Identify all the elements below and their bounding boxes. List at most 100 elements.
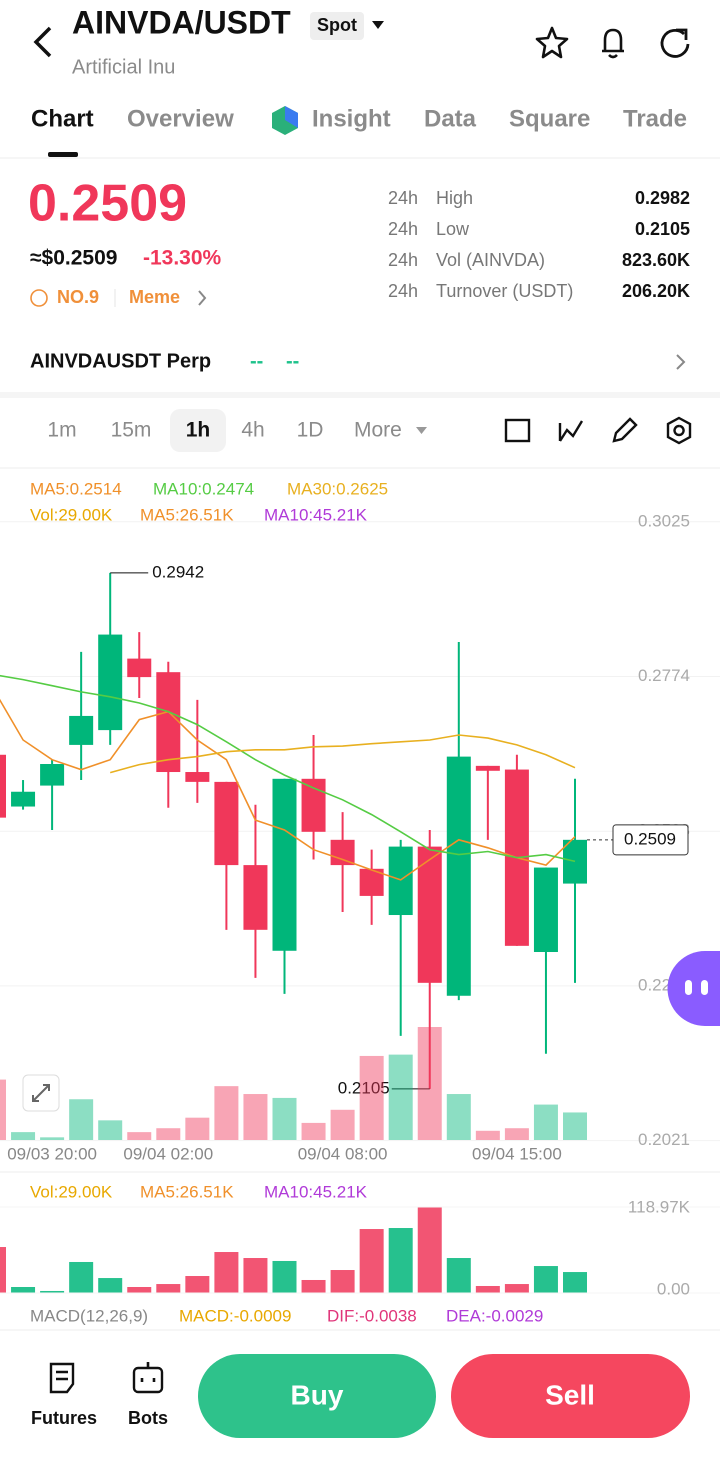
stat-value: 0.2982 [635, 188, 690, 208]
candle-body [301, 778, 326, 832]
tab[interactable]: Square [509, 105, 590, 132]
sell-button[interactable] [451, 1354, 690, 1438]
tool-icon[interactable] [558, 420, 584, 442]
volume-overlay-bar [127, 1132, 152, 1140]
volume-overlay-bar [533, 1104, 558, 1140]
market-badge[interactable] [310, 12, 364, 40]
chevron[interactable] [676, 354, 686, 370]
volume-bar [40, 1290, 65, 1293]
interval[interactable]: More [354, 419, 402, 442]
stat-value: 206.20K [622, 281, 690, 301]
dropdown[interactable] [372, 21, 384, 29]
volume-bar [243, 1258, 268, 1293]
expand-icon [32, 1084, 50, 1102]
change: -13.30% [143, 247, 222, 270]
volume-overlay-bar [69, 1099, 94, 1140]
candle-body [330, 839, 355, 866]
ma-line [109, 734, 576, 774]
dropdown[interactable] [416, 427, 427, 434]
candle-body [11, 791, 36, 807]
volume-bar [272, 1260, 297, 1293]
legend-entry: MA10:45.21K [264, 505, 368, 524]
volume-overlay-bar [243, 1094, 268, 1140]
volume-overlay-bar [11, 1132, 36, 1140]
y-tick-label: 0.2021 [638, 1130, 690, 1149]
dea-value: DEA:-0.0029 [446, 1306, 543, 1325]
macd-params: MACD(12,26,9) [30, 1306, 148, 1325]
volume-bar [475, 1285, 500, 1293]
futures-icon[interactable] [49, 1362, 75, 1394]
volume-bar [446, 1258, 471, 1293]
volume-bar [533, 1266, 558, 1293]
y-tick-label: 0.3025 [638, 511, 690, 530]
tab-indicator [48, 152, 78, 157]
bots-icon-part [140, 1362, 156, 1382]
buy-button[interactable] [198, 1354, 436, 1438]
tool-icon[interactable] [612, 417, 638, 443]
macd-value: MACD:-0.0009 [179, 1306, 291, 1325]
candle-body [156, 672, 181, 773]
favorite[interactable] [535, 26, 569, 59]
nav-label[interactable]: Futures [31, 1408, 97, 1428]
x-tick-label: 09/04 02:00 [123, 1144, 213, 1163]
rank-icon [30, 289, 48, 307]
rank[interactable]: NO.9 [57, 287, 99, 307]
nav-label[interactable]: Bots [128, 1408, 168, 1428]
volume-bar [98, 1278, 123, 1293]
y-tick-label: 118.97K [628, 1197, 691, 1216]
back-button[interactable] [33, 26, 52, 58]
candle-body [127, 658, 152, 678]
tab[interactable]: Overview [127, 105, 234, 132]
assistant-button[interactable] [667, 951, 720, 1026]
legend-entry: Vol:29.00K [30, 1182, 113, 1201]
stats: 24h High 0.2982 24h Low 0.2105 24h Vol (… [388, 188, 690, 301]
interval[interactable]: 15m [111, 419, 152, 442]
volume-overlay-bar [388, 1054, 413, 1140]
chart-tools [504, 416, 692, 445]
interval[interactable]: 1h [186, 419, 211, 442]
tab[interactable]: Chart [31, 105, 94, 132]
y-tick-label: 0.00 [657, 1279, 690, 1298]
tab[interactable]: Data [424, 105, 477, 132]
interval[interactable]: 1D [297, 419, 324, 442]
candle-body [475, 765, 500, 771]
stat-value: 823.60K [622, 250, 690, 270]
volume-overlay-bar [446, 1094, 471, 1140]
alert[interactable] [602, 28, 624, 59]
x-tick-label: 09/04 15:00 [472, 1144, 562, 1163]
stat-period: 24h [388, 219, 418, 239]
perp-name[interactable]: AINVDAUSDT Perp [30, 350, 211, 372]
volume-overlay-bar [330, 1109, 355, 1140]
tool-icon[interactable] [504, 418, 531, 443]
share[interactable] [660, 28, 690, 58]
volume-overlay-bar [156, 1128, 181, 1140]
chevron [198, 290, 207, 306]
tag[interactable]: Meme [129, 287, 180, 307]
usd-price: ≈$0.2509 [30, 247, 117, 270]
last-price-box [612, 824, 689, 856]
volume-bar [185, 1276, 210, 1293]
legend-entry: MA5:26.51K [140, 505, 234, 524]
volume-overlay-bar [0, 1079, 6, 1140]
stat-value: 0.2105 [635, 219, 690, 239]
volume-bar [301, 1279, 326, 1293]
stat-period: 24h [388, 188, 418, 208]
volume-overlay-bar [563, 1112, 587, 1140]
candle-body [0, 754, 6, 818]
volume-overlay-bar [272, 1097, 297, 1140]
candle-body [185, 772, 210, 782]
volume-overlay-bar [359, 1055, 384, 1140]
volume-bar [388, 1228, 413, 1293]
interval[interactable]: 1m [47, 419, 76, 442]
tool-icon[interactable] [666, 416, 692, 445]
tab[interactable]: Trade [623, 105, 687, 132]
interval[interactable]: 4h [241, 419, 264, 442]
candle-body [243, 865, 268, 930]
tab[interactable]: Insight [312, 105, 391, 132]
stat-label: Vol (AINVDA) [436, 250, 545, 270]
ai-icon-part [285, 106, 298, 128]
legend-entry: MA5:0.2514 [30, 479, 122, 498]
low-label: 0.2105 [338, 1078, 390, 1097]
